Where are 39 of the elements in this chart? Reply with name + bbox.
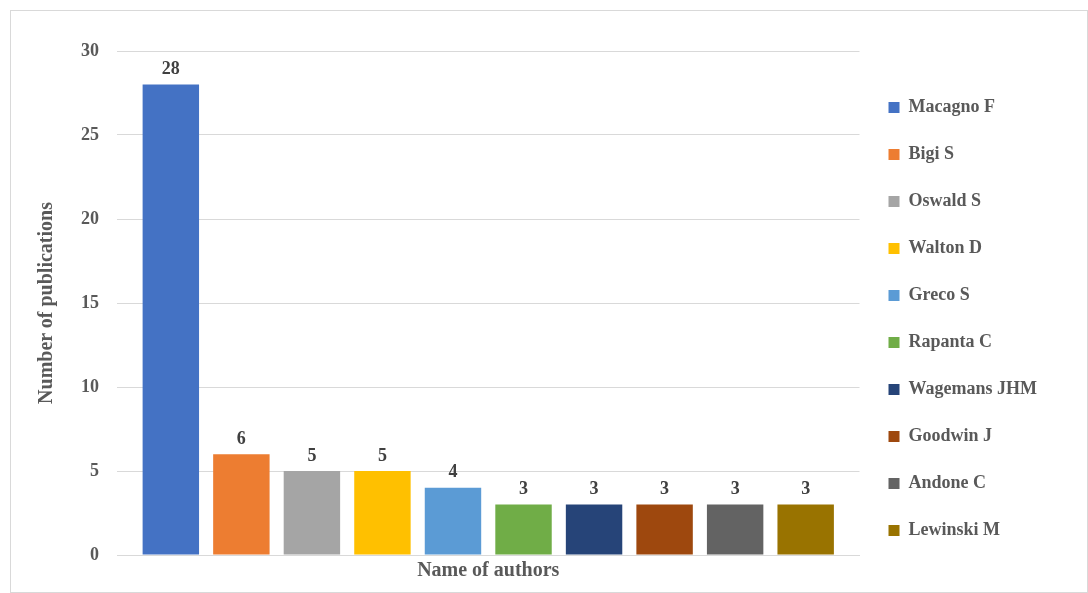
data-label: 3 [519,478,529,499]
legend-label: Bigi S [908,143,955,164]
bar [777,504,834,555]
y-tick-label: 30 [81,39,99,60]
bar [354,471,411,555]
y-tick-label: 10 [81,375,99,396]
legend-label: Andone C [908,472,987,493]
bar [636,504,693,555]
legend-label: Macagno F [908,96,995,117]
y-tick-label: 0 [90,543,99,564]
data-label: 3 [660,478,670,499]
bar [565,504,623,555]
bar [495,504,552,555]
legend-label: Rapanta C [908,331,993,352]
y-tick-label: 20 [81,207,99,228]
legend-label: Lewinski M [908,519,1001,540]
data-label: 4 [448,461,458,482]
data-label: 3 [801,478,811,499]
y-tick-label: 5 [90,459,99,480]
data-label: 6 [236,427,246,448]
legend-label: Greco S [908,284,970,305]
y-tick-label: 15 [81,291,99,312]
data-label: 3 [730,478,740,499]
y-tick-label: 25 [81,123,99,144]
data-label: 5 [307,444,317,465]
x-axis-title: Name of authors [417,558,560,581]
bar [213,454,270,555]
data-label: 28 [161,58,180,79]
bar [142,84,200,555]
legend-label: Goodwin J [908,425,993,446]
y-axis-title: Number of publications [34,201,58,404]
bar [706,504,764,555]
data-label: 5 [377,444,387,465]
data-label: 3 [589,478,599,499]
legend-label: Walton D [908,237,983,258]
bar [283,471,341,555]
legend-label: Wagemans JHM [908,378,1038,399]
bar [424,487,482,555]
legend-label: Oswald S [908,190,982,211]
